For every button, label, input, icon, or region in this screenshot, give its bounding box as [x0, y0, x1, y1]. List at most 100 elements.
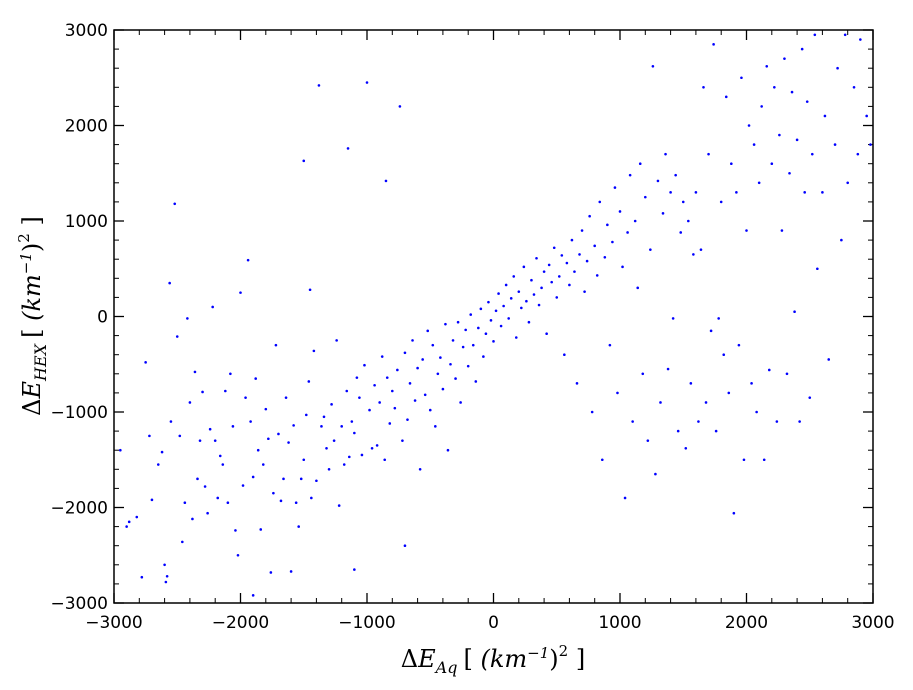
data-point [229, 372, 232, 376]
data-point [140, 575, 144, 579]
data-point [434, 425, 437, 428]
data-point [363, 363, 366, 367]
x-label-close: ] [568, 645, 585, 673]
data-point [502, 304, 505, 308]
data-point [264, 407, 268, 411]
data-point [408, 382, 412, 385]
data-point [342, 463, 346, 466]
data-point [775, 420, 779, 423]
data-point [173, 202, 177, 206]
data-point [471, 343, 475, 347]
data-point [456, 320, 460, 324]
data-point [747, 124, 751, 127]
data-point [459, 401, 462, 404]
data-point [277, 432, 280, 436]
data-point [494, 309, 498, 313]
plot-frame [113, 29, 874, 604]
data-point [679, 231, 683, 234]
y-tick-label: 2000 [65, 117, 108, 137]
x-tick-label: 1000 [598, 613, 641, 633]
data-point [269, 571, 273, 574]
data-point [446, 448, 450, 452]
data-point [499, 324, 503, 328]
data-point [244, 396, 247, 399]
data-point [218, 454, 222, 458]
data-point [532, 293, 536, 296]
x-tick-label: 3000 [851, 613, 894, 633]
x-tick-label: −2000 [212, 613, 270, 633]
data-point [626, 231, 629, 234]
data-point [778, 133, 781, 137]
data-point [125, 525, 128, 528]
data-point [568, 283, 571, 287]
data-point [852, 86, 856, 89]
data-point [808, 396, 812, 399]
data-point [827, 358, 831, 361]
data-point [694, 191, 698, 194]
data-point [550, 280, 553, 284]
data-point [287, 441, 290, 444]
data-point [439, 356, 442, 359]
data-point [454, 377, 457, 380]
data-point [709, 329, 713, 333]
data-point [127, 520, 131, 524]
data-point [327, 468, 331, 471]
data-point [340, 425, 344, 428]
data-point [322, 415, 326, 419]
data-point [798, 420, 801, 423]
data-point [384, 179, 388, 183]
data-point [249, 420, 252, 423]
data-point [497, 292, 500, 295]
data-point [649, 248, 652, 251]
data-point [656, 179, 660, 183]
data-point [575, 382, 579, 385]
data-point [119, 448, 122, 452]
data-point [279, 499, 283, 503]
data-point [355, 376, 359, 379]
data-point [704, 401, 708, 404]
data-point [821, 191, 824, 194]
data-point [684, 446, 688, 450]
data-point [740, 76, 743, 80]
data-point [284, 396, 288, 399]
data-point [767, 368, 771, 372]
data-point [644, 195, 647, 199]
data-point [674, 173, 677, 177]
data-point [332, 439, 336, 442]
data-point [793, 310, 796, 314]
data-point [813, 33, 817, 37]
data-point [441, 387, 445, 391]
data-point [699, 248, 703, 251]
data-point [785, 372, 789, 376]
data-point [542, 270, 546, 273]
data-point [724, 95, 728, 99]
data-point [803, 191, 806, 194]
data-point [606, 223, 609, 227]
x-label-close-paren: ) [549, 645, 558, 673]
data-point [816, 267, 819, 271]
y-tick-label: 0 [97, 308, 108, 328]
data-point [484, 332, 488, 335]
x-label-open: [ [463, 645, 480, 673]
data-point [681, 200, 685, 204]
data-point [256, 448, 260, 452]
data-point [148, 434, 151, 438]
data-point [193, 370, 197, 374]
y-label-sub: HEX [31, 343, 50, 382]
data-point [135, 515, 139, 519]
data-point [600, 458, 604, 462]
data-point [557, 275, 561, 278]
data-point [570, 238, 574, 242]
data-point [527, 320, 531, 324]
data-point [545, 332, 548, 335]
data-point [702, 86, 705, 89]
y-label-delta: Δ [18, 398, 46, 415]
data-point [401, 439, 404, 442]
data-point [236, 553, 240, 557]
data-point [358, 396, 361, 399]
data-point [735, 191, 738, 194]
data-point [254, 377, 257, 380]
data-point [466, 364, 470, 368]
x-tick-label: 2000 [725, 613, 768, 633]
data-point [380, 355, 384, 358]
